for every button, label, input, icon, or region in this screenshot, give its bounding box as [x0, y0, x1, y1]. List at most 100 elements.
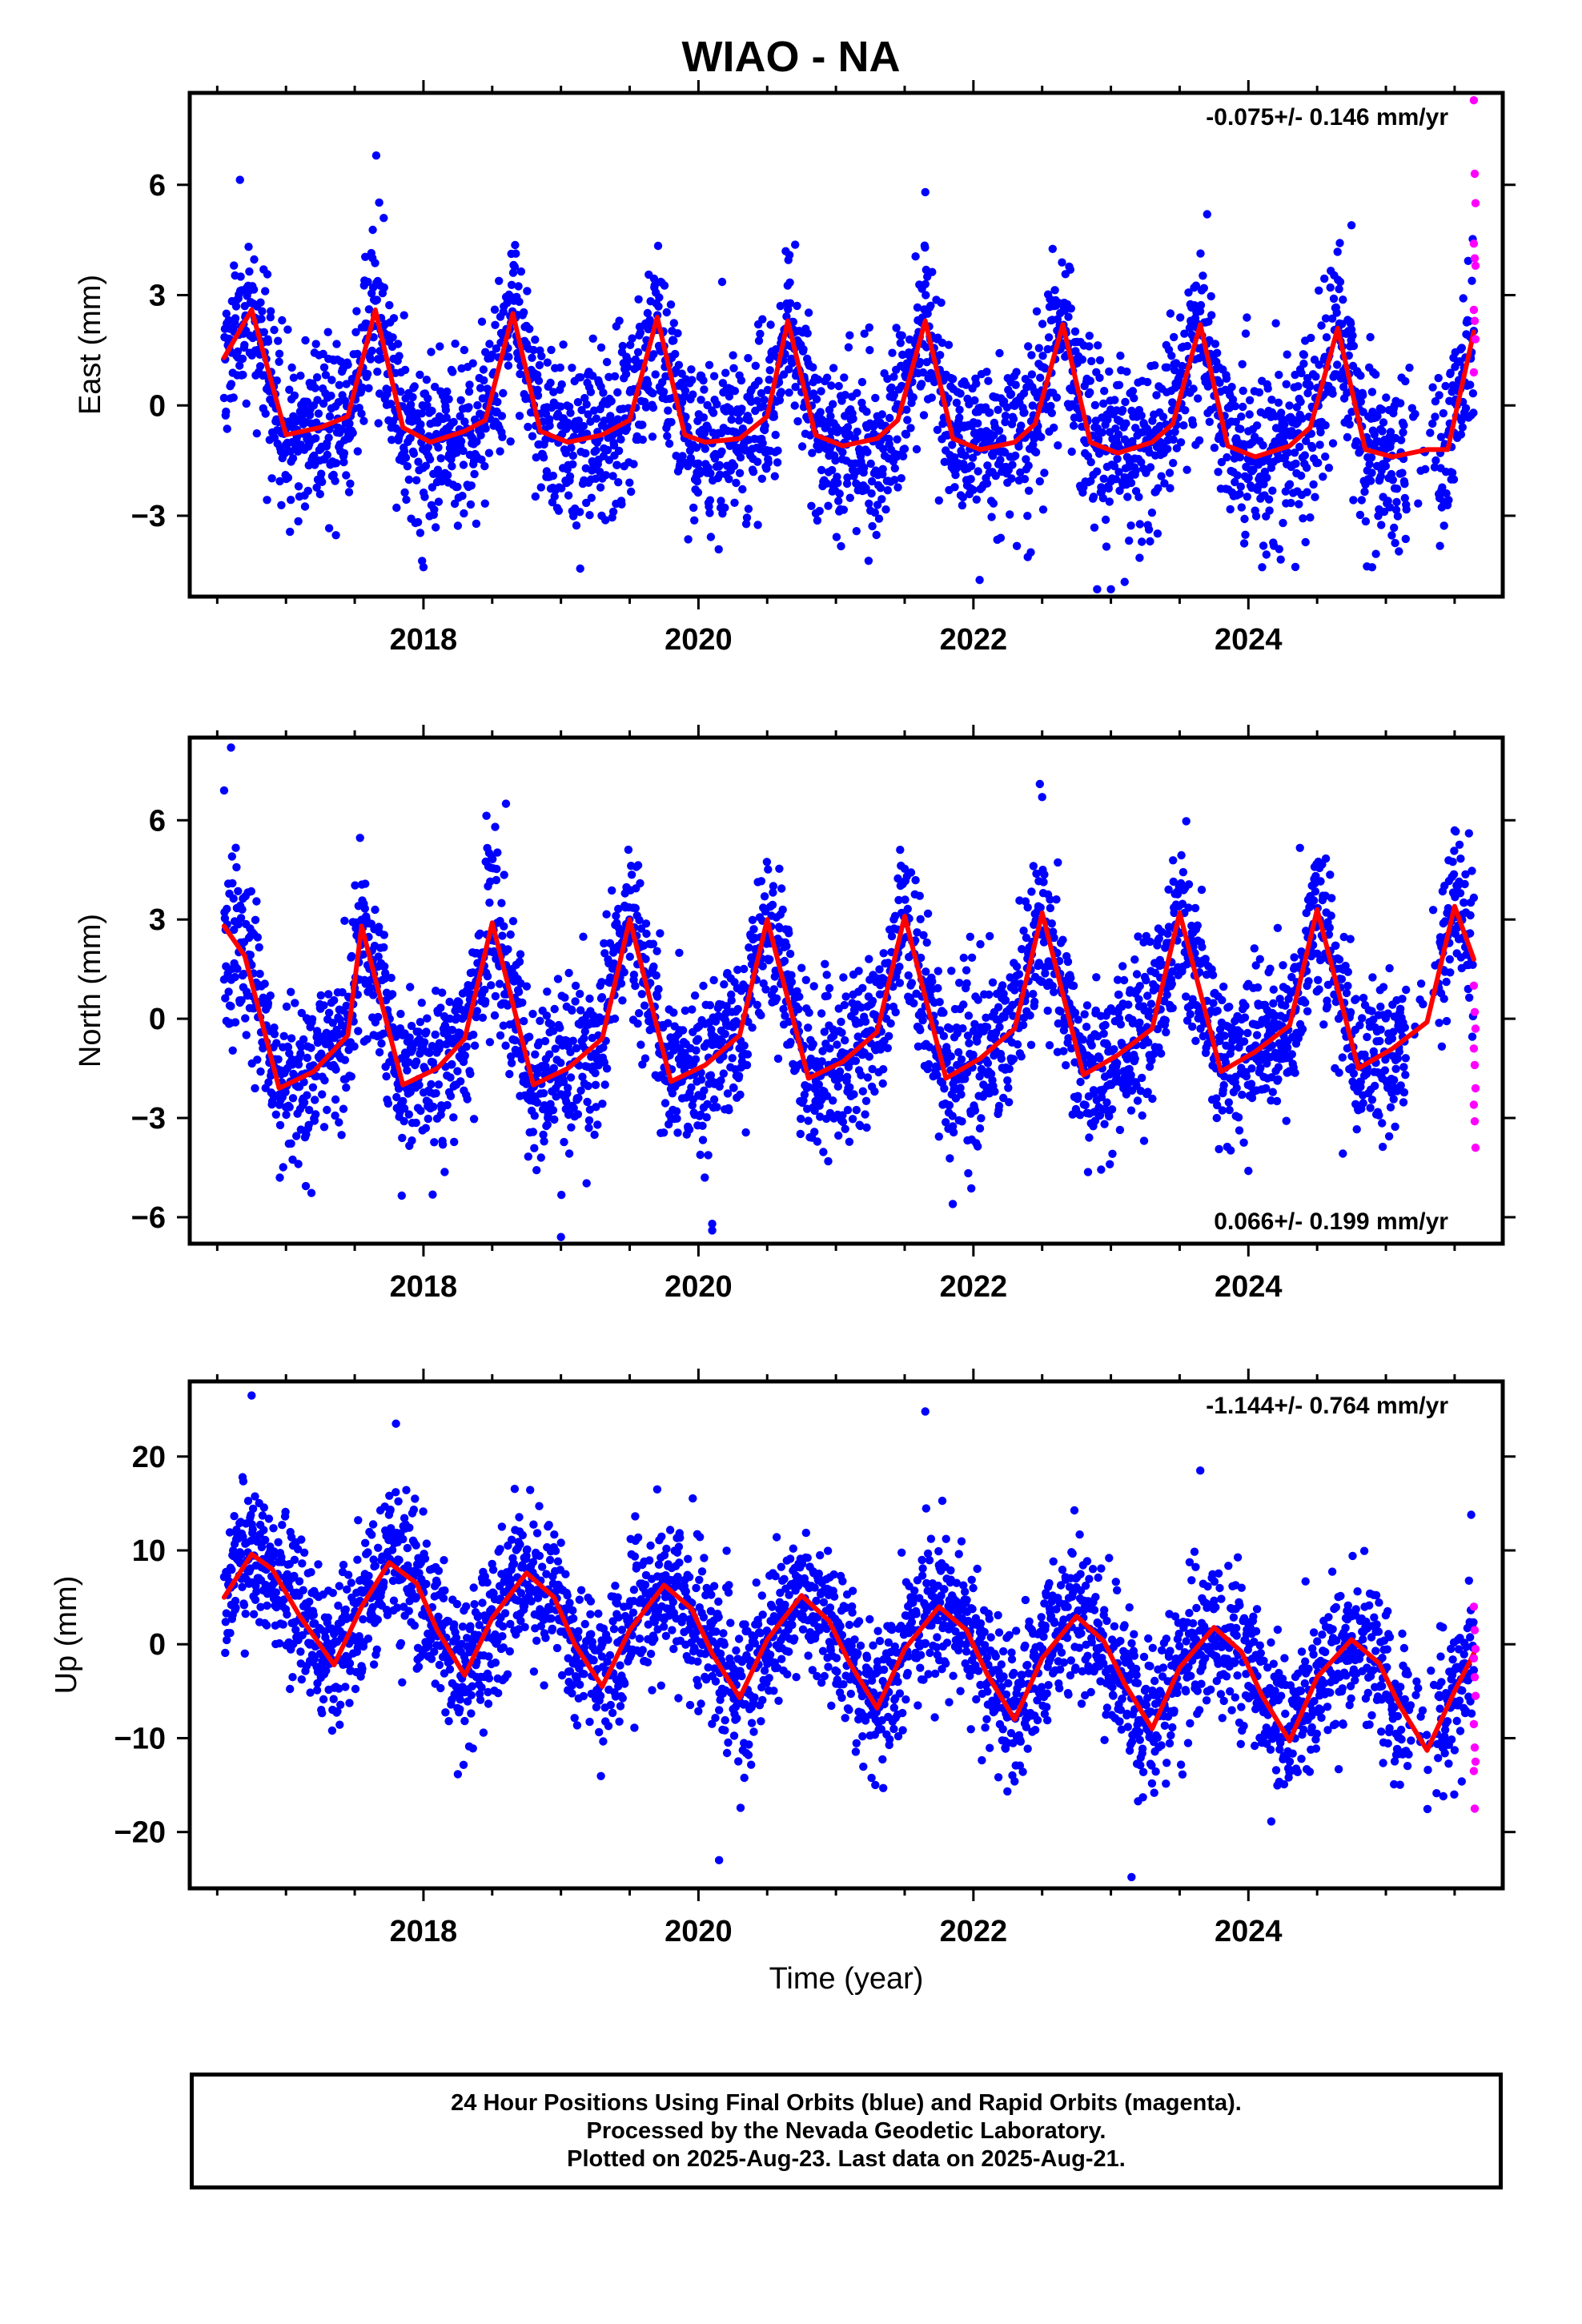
data-point	[580, 1034, 588, 1043]
data-point	[409, 449, 419, 458]
data-point	[1085, 342, 1094, 351]
data-point	[730, 387, 740, 396]
data-point	[957, 1055, 966, 1064]
data-point	[1144, 525, 1154, 534]
data-point	[1401, 376, 1410, 386]
data-point	[1047, 408, 1057, 417]
data-point	[278, 316, 287, 325]
y-tick-label: −3	[131, 500, 166, 533]
data-point	[775, 396, 785, 404]
data-point	[251, 915, 260, 925]
data-point	[1365, 460, 1374, 468]
data-point	[819, 1148, 828, 1156]
data-point	[1262, 550, 1271, 559]
data-point	[274, 1055, 283, 1064]
data-point	[861, 484, 870, 493]
data-point	[803, 329, 812, 338]
data-point	[430, 505, 439, 514]
data-point	[602, 1064, 612, 1073]
data-point	[342, 1001, 351, 1011]
data-point	[892, 324, 901, 332]
data-point	[1274, 398, 1283, 407]
data-point	[675, 948, 684, 958]
data-point	[851, 1056, 861, 1066]
data-point	[434, 1080, 444, 1089]
data-point	[584, 1116, 594, 1125]
data-point	[633, 348, 643, 356]
data-point	[778, 905, 787, 915]
data-point	[956, 1084, 965, 1092]
data-point	[915, 891, 925, 900]
data-point	[556, 402, 565, 411]
data-point	[1041, 364, 1050, 373]
data-point	[1259, 480, 1268, 489]
data-point	[845, 1137, 854, 1147]
data-point	[478, 1013, 488, 1023]
data-point	[1044, 333, 1054, 342]
data-point	[324, 524, 334, 533]
data-point	[891, 1007, 900, 1017]
data-point	[572, 521, 581, 530]
data-point	[528, 432, 537, 440]
data-point	[1012, 541, 1022, 550]
data-point	[829, 364, 838, 372]
data-point	[534, 376, 544, 385]
data-point	[1373, 412, 1382, 420]
data-point	[434, 443, 443, 452]
data-point	[641, 955, 650, 963]
data-point	[742, 1060, 752, 1070]
data-point	[247, 887, 255, 896]
data-point	[294, 482, 303, 491]
data-point	[845, 331, 854, 340]
data-point	[936, 351, 945, 360]
data-point	[297, 1008, 306, 1018]
data-point	[580, 393, 589, 403]
data-point	[893, 483, 902, 492]
data-point	[522, 982, 532, 991]
data-point	[785, 278, 794, 287]
data-point	[785, 299, 795, 308]
data-point	[1379, 418, 1388, 427]
data-point	[536, 1153, 545, 1162]
data-point	[560, 1137, 568, 1147]
data-point	[1104, 484, 1114, 493]
data-point	[1343, 432, 1352, 442]
data-point	[574, 1093, 583, 1103]
data-point	[485, 340, 494, 348]
data-point	[841, 391, 849, 400]
data-point	[728, 1054, 737, 1063]
data-point	[954, 1047, 963, 1057]
data-point	[996, 533, 1006, 542]
data-point	[719, 1069, 728, 1078]
data-point	[543, 1120, 552, 1129]
data-point	[318, 1090, 327, 1099]
data-point	[566, 1047, 575, 1057]
data-point	[1123, 493, 1132, 501]
data-point	[974, 467, 982, 476]
data-point	[608, 472, 617, 480]
data-point	[777, 388, 785, 396]
data-point	[480, 985, 489, 995]
data-point	[400, 447, 409, 456]
data-point	[804, 308, 813, 317]
data-point	[520, 308, 528, 317]
data-point	[444, 471, 452, 480]
data-point	[772, 345, 781, 354]
data-point	[779, 1004, 788, 1014]
data-point	[515, 957, 524, 967]
data-point	[506, 930, 515, 939]
rapid-data-point	[1469, 305, 1479, 315]
data-point	[950, 483, 959, 492]
data-point	[1461, 404, 1471, 412]
data-point	[472, 1012, 481, 1022]
data-point	[669, 319, 678, 328]
data-point	[934, 967, 943, 975]
data-point	[1028, 401, 1038, 410]
data-point	[1007, 474, 1016, 483]
x-tick-label: 2024	[1215, 623, 1283, 657]
data-point	[1135, 553, 1144, 562]
data-point	[311, 384, 319, 392]
data-point	[1259, 541, 1268, 550]
data-point	[1251, 512, 1261, 521]
data-point	[237, 995, 246, 1005]
